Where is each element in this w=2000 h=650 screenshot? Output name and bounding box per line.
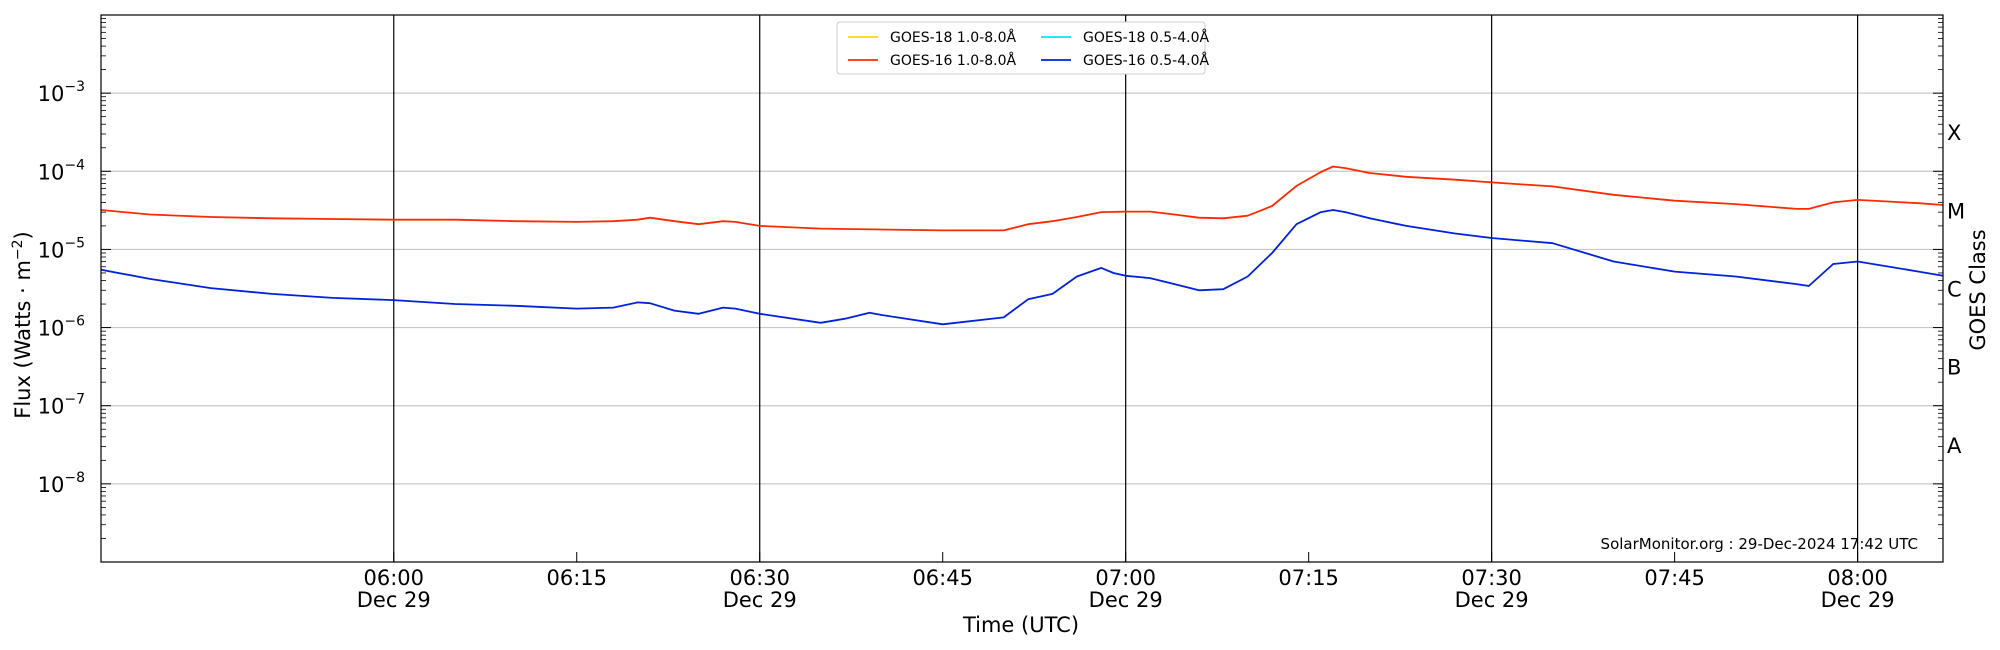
grid-lines xyxy=(101,92,1943,485)
x-tick-label: 07:30 xyxy=(1461,566,1522,590)
x-tick-label: 08:00 xyxy=(1827,566,1888,590)
goes-class-label: C xyxy=(1947,278,1962,302)
y-tick-exponent: −7 xyxy=(64,392,85,408)
y-tick-label: 10−8 xyxy=(38,470,85,497)
y-tick-base: 10 xyxy=(38,82,65,106)
x-tick-date: Dec 29 xyxy=(1089,588,1163,612)
x-tick-label: 07:15 xyxy=(1278,566,1339,590)
legend-entry: GOES-16 0.5-4.0Å xyxy=(1083,52,1209,69)
legend: GOES-18 1.0-8.0Å GOES-18 0.5-4.0Å GOES-16 … xyxy=(836,21,1209,75)
y-tick-exponent: −4 xyxy=(64,157,85,173)
y-tick-base: 10 xyxy=(38,395,65,419)
axis-ticks xyxy=(101,14,1943,563)
y-tick-label: 10−5 xyxy=(38,235,85,262)
series-line xyxy=(100,165,1944,232)
legend-entry: GOES-16 1.0-8.0Å xyxy=(890,52,1016,69)
x-axis-label: Time (UTC) xyxy=(962,613,1079,637)
y-tick-base: 10 xyxy=(38,238,65,262)
x-tick-label: 06:30 xyxy=(729,566,790,590)
y-axis-label-close: ) xyxy=(11,231,35,239)
y-axis-label-text: Flux (Watts · m xyxy=(11,260,35,419)
x-tick-label: 06:15 xyxy=(546,566,607,590)
y-tick-exponent: −5 xyxy=(64,235,85,251)
y-tick-exponent: −8 xyxy=(64,470,85,486)
goes-class-label: M xyxy=(1947,199,1965,223)
legend-entry: GOES-18 0.5-4.0Å xyxy=(1083,29,1209,46)
x-tick-label: 07:00 xyxy=(1095,566,1156,590)
right-axis-label: GOES Class xyxy=(1966,229,1990,350)
y-tick-exponent: −3 xyxy=(64,79,85,95)
x-tick-date: Dec 29 xyxy=(1821,588,1895,612)
y-tick-label: 10−6 xyxy=(38,314,85,341)
x-tick-date: Dec 29 xyxy=(357,588,431,612)
y-axis-label-exponent: −2 xyxy=(10,239,26,260)
y-tick-base: 10 xyxy=(38,317,65,341)
plot-area xyxy=(100,14,1944,563)
day-markers xyxy=(393,15,1859,562)
legend-box xyxy=(836,21,1206,75)
x-tick-label: 06:00 xyxy=(364,566,425,590)
y-tick-base: 10 xyxy=(38,160,65,184)
x-tick-date: Dec 29 xyxy=(1455,588,1529,612)
goes-class-label: A xyxy=(1947,434,1962,458)
x-tick-label: 06:45 xyxy=(912,566,973,590)
credit-text: SolarMonitor.org : 29-Dec-2024 17:42 UTC xyxy=(1601,535,1918,553)
x-tick-label: 07:45 xyxy=(1644,566,1705,590)
y-tick-label: 10−3 xyxy=(38,79,85,106)
goes-class-label: X xyxy=(1947,121,1961,145)
y-tick-label: 10−4 xyxy=(38,157,85,184)
legend-entry: GOES-18 1.0-8.0Å xyxy=(890,29,1016,46)
x-tick-date: Dec 29 xyxy=(723,588,797,612)
y-axis-label: Flux (Watts · m−2) xyxy=(10,231,35,419)
y-tick-base: 10 xyxy=(38,473,65,497)
series-line xyxy=(100,209,1944,326)
y-tick-exponent: −6 xyxy=(64,314,85,330)
series-lines xyxy=(100,165,1944,326)
y-tick-label: 10−7 xyxy=(38,392,85,419)
goes-class-label: B xyxy=(1947,356,1961,380)
